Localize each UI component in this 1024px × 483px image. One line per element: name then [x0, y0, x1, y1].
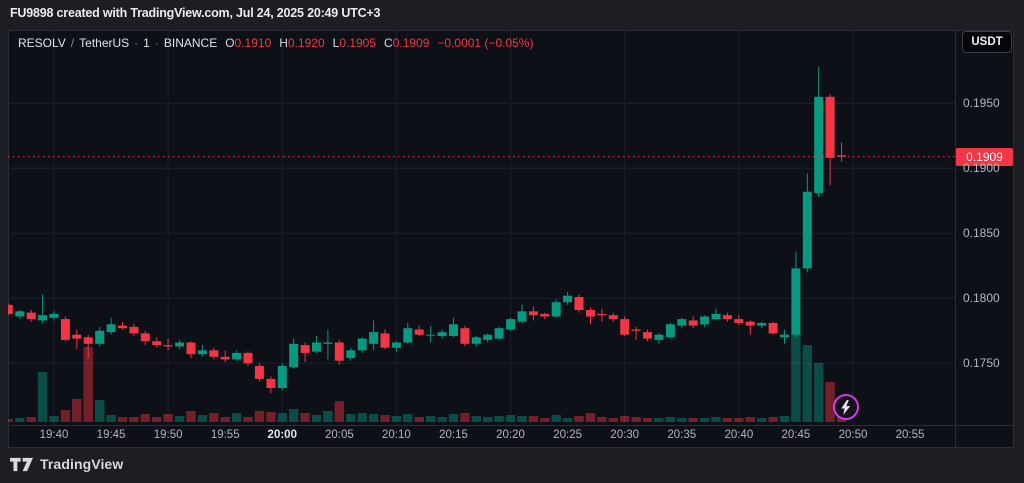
time-tick-label: 19:40: [39, 429, 69, 441]
boost-button[interactable]: [833, 394, 859, 420]
price-tick-label: 0.1950: [963, 96, 1000, 111]
time-tick-label: 19:45: [96, 429, 126, 441]
tradingview-logo-icon: [10, 457, 33, 472]
price-tick-label: 0.1850: [963, 226, 1000, 241]
ohlc-high: H0.1920: [279, 36, 325, 50]
last-price-label: 0.1909: [956, 147, 1013, 166]
time-axis-separator: [8, 425, 1014, 426]
price-tick-label: 0.1800: [963, 291, 1000, 306]
quote-currency: TetherUS: [79, 36, 130, 50]
price-axis[interactable]: 0.1909 0.1950 0.1900 0.1850 0.1800 0.1750: [955, 30, 1015, 448]
time-tick-label: 19:50: [153, 429, 183, 441]
price-tick-label: 0.1900: [963, 161, 1000, 176]
dot-separator: ·: [134, 36, 139, 50]
time-axis[interactable]: 19:40 19:45 19:50 19:55 20:00 20:05 20:10 20:15…: [8, 425, 1014, 448]
time-tick-label: 20:00: [267, 429, 297, 441]
price-change: −0.0001 (−0.05%): [437, 36, 534, 50]
time-tick-label: 20:45: [781, 429, 811, 441]
exchange-label: BINANCE: [163, 36, 218, 50]
price-axis-separator: [955, 30, 956, 448]
time-tick-label: 19:55: [210, 429, 240, 441]
attribution-text: FU9898 created with TradingView.com, Jul…: [10, 6, 381, 20]
currency-toggle-button[interactable]: USDT: [962, 31, 1012, 53]
time-tick-label: 20:40: [724, 429, 754, 441]
price-tick-label: 0.1750: [963, 356, 1000, 371]
time-tick-label: 20:35: [667, 429, 697, 441]
interval-label[interactable]: 1: [143, 36, 150, 50]
ohlc-open: O0.1910: [225, 36, 272, 50]
tradingview-wordmark: TradingView: [40, 456, 124, 472]
time-tick-label: 20:15: [439, 429, 468, 441]
time-tick-label: 20:55: [895, 429, 925, 441]
dot-separator: ·: [154, 36, 159, 50]
ohlc-close: C0.1909: [384, 36, 430, 50]
time-tick-label: 20:30: [610, 429, 640, 441]
time-tick-label: 20:50: [838, 429, 868, 441]
symbol-legend: RESOLV / TetherUS · 1 · BINANCE O0.1910 H0.192…: [18, 36, 533, 50]
time-tick-label: 20:20: [496, 429, 525, 441]
footer-branding[interactable]: TradingView: [10, 456, 123, 472]
ohlc-low: L0.1905: [332, 36, 377, 50]
time-tick-label: 20:05: [324, 429, 354, 441]
lightning-icon: [841, 399, 851, 415]
symbol-name[interactable]: RESOLV: [18, 36, 66, 50]
symbol-separator: /: [70, 36, 75, 50]
time-tick-label: 20:25: [553, 429, 583, 441]
chart-pane[interactable]: [8, 30, 955, 425]
time-tick-label: 20:10: [382, 429, 411, 441]
